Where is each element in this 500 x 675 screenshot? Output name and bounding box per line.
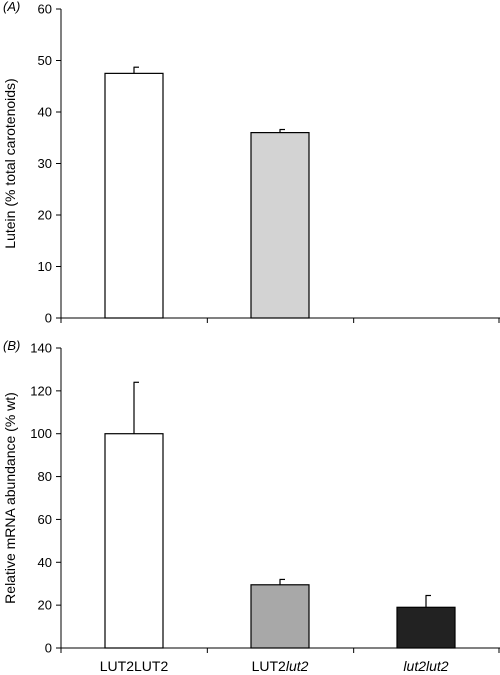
y-tick-label: 140 xyxy=(30,341,52,356)
x-category-label-part: lut2 xyxy=(286,658,309,674)
x-category-label: LUT2LUT2 xyxy=(100,658,169,674)
panel-label: (B) xyxy=(3,338,20,353)
x-category-label-part: LUT2LUT2 xyxy=(100,658,169,674)
y-tick-label: 0 xyxy=(45,311,52,326)
x-category-label-part: LUT2 xyxy=(252,658,286,674)
y-tick-label: 50 xyxy=(38,53,52,68)
panel-b: 0 20 40 60 80 100 120 140 Relative mRNA abundanc… xyxy=(2,338,500,656)
bar xyxy=(396,606,456,649)
y-tick-label: 80 xyxy=(38,469,52,484)
x-category-labels: LUT2LUT2 LUT2lut2 lut2lut2 xyxy=(100,658,449,674)
bar xyxy=(250,132,310,319)
y-tick-label: 0 xyxy=(45,641,52,656)
y-tick-label: 20 xyxy=(38,598,52,613)
bar xyxy=(104,72,164,319)
y-tick-label: 60 xyxy=(38,2,52,17)
y-axis-title: Relative mRNA abundance (% wt) xyxy=(2,392,18,604)
y-tick-label: 40 xyxy=(38,105,52,120)
y-tick-label: 100 xyxy=(30,426,52,441)
y-tick-label: 20 xyxy=(38,208,52,223)
panel-a: 0 10 20 30 40 50 60 Lutein (% total carotenoids… xyxy=(2,0,500,326)
x-category-label: lut2lut2 xyxy=(403,658,448,674)
panel-label: (A) xyxy=(3,0,20,14)
x-category-label-part: lut2lut2 xyxy=(403,658,448,674)
y-tick-label: 120 xyxy=(30,383,52,398)
bar xyxy=(104,433,164,649)
x-category-label: LUT2lut2 xyxy=(252,658,309,674)
y-tick-label: 60 xyxy=(38,512,52,527)
bar xyxy=(250,584,310,649)
y-tick-label: 30 xyxy=(38,156,52,171)
y-axis-title: Lutein (% total carotenoids) xyxy=(2,78,18,248)
y-tick-label: 40 xyxy=(38,555,52,570)
y-tick-label: 10 xyxy=(38,259,52,274)
